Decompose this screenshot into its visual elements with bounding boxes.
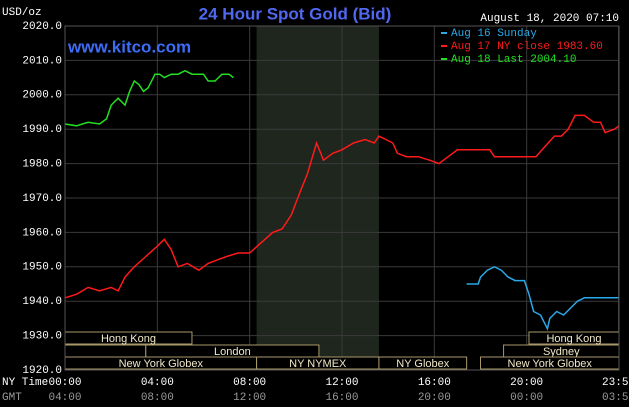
- y-tick-label: 1940.0: [22, 296, 62, 308]
- website: www.kitco.com: [67, 37, 191, 56]
- session-label: Hong Kong: [546, 333, 601, 345]
- x2-tick-label: 20:00: [418, 392, 451, 404]
- x-tick-label: 16:00: [418, 377, 451, 389]
- x2-tick-label: 16:00: [325, 392, 358, 404]
- y-tick-label: 1980.0: [22, 159, 62, 171]
- y-tick-label: 1950.0: [22, 262, 62, 274]
- legend-label: Aug 18 Last 2004.10: [451, 54, 576, 66]
- x2-tick-label: 04:00: [48, 392, 81, 404]
- plot-frame: [64, 25, 620, 371]
- legend-label: Aug 17 NY close 1983.60: [451, 41, 603, 53]
- session-box: [64, 344, 147, 358]
- x-tick-label: 23:59: [602, 377, 629, 389]
- x-tick-label: 20:00: [510, 377, 543, 389]
- x2-tick-label: 12:00: [233, 392, 266, 404]
- session-label: Hong Kong: [101, 333, 156, 345]
- session-label: Sydney: [543, 346, 580, 358]
- y-tick-label: 1990.0: [22, 124, 62, 136]
- y-tick-label: 1930.0: [22, 331, 62, 343]
- price-line: [64, 69, 234, 127]
- price-line: [466, 265, 619, 331]
- y-tick-label: 1920.0: [22, 365, 62, 377]
- session-label: New York Globex: [508, 358, 593, 370]
- chart-title: 24 Hour Spot Gold (Bid): [199, 4, 392, 23]
- y-tick-label: 1960.0: [22, 227, 62, 239]
- x2-tick-label: 03:59: [602, 392, 629, 404]
- price-line: [64, 114, 620, 299]
- x2-tick-label: 08:00: [141, 392, 174, 404]
- legend-label: Aug 16 Sunday: [451, 28, 537, 40]
- y-tick-label: 2000.0: [22, 90, 62, 102]
- x-row-label: NY Time: [2, 377, 48, 389]
- timestamp: August 18, 2020 07:10: [480, 13, 619, 25]
- y-tick-label: 1970.0: [22, 193, 62, 205]
- session-label: NY Globex: [396, 358, 449, 370]
- x-tick-label: 00:00: [48, 377, 81, 389]
- session-label: London: [214, 346, 251, 358]
- session-box: [378, 356, 468, 370]
- session-label: NY NYMEX: [289, 358, 347, 370]
- x2-tick-label: 00:00: [510, 392, 543, 404]
- session-label: New York Globex: [119, 358, 204, 370]
- x2-row-label: GMT: [2, 392, 22, 404]
- unit-label: USD/oz: [2, 7, 42, 19]
- y-tick-label: 2010.0: [22, 55, 62, 67]
- y-tick-label: 2020.0: [22, 21, 62, 33]
- x-tick-label: 08:00: [233, 377, 266, 389]
- x-tick-label: 12:00: [325, 377, 358, 389]
- x-tick-label: 04:00: [141, 377, 174, 389]
